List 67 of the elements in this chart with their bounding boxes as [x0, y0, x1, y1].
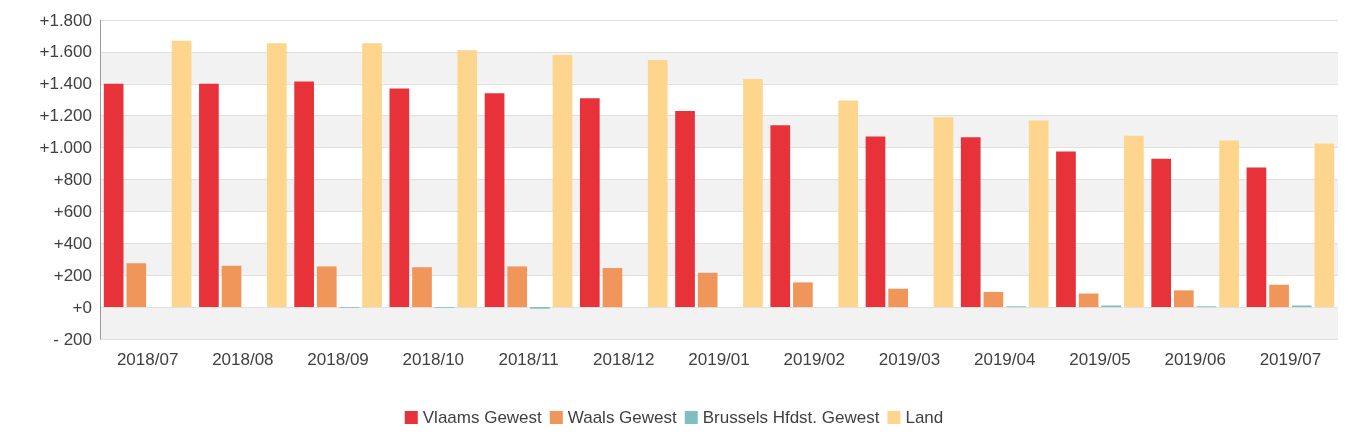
bar — [675, 110, 695, 308]
bar — [1028, 120, 1049, 308]
bar — [1314, 143, 1335, 308]
bar — [316, 266, 337, 308]
x-tick-label: 2018/11 — [498, 350, 559, 369]
y-tick-label: +600 — [53, 201, 92, 221]
x-tick-label: 2019/03 — [878, 350, 941, 369]
bar — [602, 268, 623, 308]
bar — [362, 43, 382, 308]
bar — [552, 55, 573, 308]
bar — [770, 125, 791, 308]
y-tick-label: - 200 — [53, 329, 92, 349]
bar — [933, 117, 954, 308]
y-tick-label: +1.200 — [39, 106, 92, 126]
x-tick-label: 2019/06 — [1164, 350, 1226, 369]
bar — [1173, 290, 1194, 308]
bar — [960, 137, 981, 308]
bar — [1056, 151, 1076, 308]
bar — [126, 263, 147, 308]
bar — [1078, 293, 1099, 308]
y-tick-label: +1.800 — [39, 10, 92, 30]
y-tick-label: +1.400 — [39, 74, 92, 94]
bar — [983, 291, 1004, 308]
bar — [647, 59, 668, 308]
bar — [1246, 167, 1267, 308]
bar — [103, 83, 124, 308]
y-tick-label: +800 — [53, 170, 92, 189]
bar — [389, 88, 410, 308]
legend-label: Waals Gewest — [567, 408, 678, 427]
x-tick-label: 2018/07 — [116, 350, 179, 369]
bar — [697, 272, 718, 308]
bar — [412, 267, 432, 308]
x-tick-label: 2018/12 — [593, 350, 655, 369]
bar — [1219, 140, 1239, 308]
bar — [888, 288, 908, 308]
bar — [171, 40, 192, 308]
bar — [1124, 135, 1144, 308]
bar — [865, 136, 886, 308]
x-tick-label: 2019/02 — [783, 350, 845, 369]
legend-label: Vlaams Gewest — [422, 408, 543, 427]
x-tick-label: 2018/08 — [212, 350, 274, 369]
x-tick-label: 2018/10 — [402, 350, 465, 369]
x-tick-label: 2019/04 — [973, 350, 1036, 369]
y-tick-label: +0 — [72, 297, 92, 317]
legend-label: Land — [905, 408, 944, 427]
y-tick-label: +1.000 — [39, 138, 92, 158]
x-tick-label: 2019/01 — [688, 350, 750, 369]
bar — [221, 265, 242, 308]
bar — [266, 43, 287, 308]
bar — [457, 50, 478, 308]
y-tick-label: +400 — [53, 233, 92, 253]
bar — [838, 100, 859, 308]
legend-label: Brussels Hfdst. Gewest — [702, 408, 880, 427]
bar — [1151, 158, 1172, 308]
bar — [743, 79, 763, 308]
x-tick-label: 2018/09 — [307, 350, 369, 369]
y-tick-label: +200 — [53, 265, 92, 285]
bar — [484, 93, 505, 308]
bar — [579, 98, 600, 308]
bar — [199, 83, 219, 308]
bar — [1269, 284, 1289, 308]
bar — [294, 81, 314, 308]
x-tick-label: 2019/05 — [1069, 350, 1131, 369]
bar — [507, 266, 528, 308]
bar — [793, 282, 813, 308]
y-tick-label: +1.600 — [39, 42, 92, 62]
x-tick-label: 2019/07 — [1259, 350, 1322, 369]
